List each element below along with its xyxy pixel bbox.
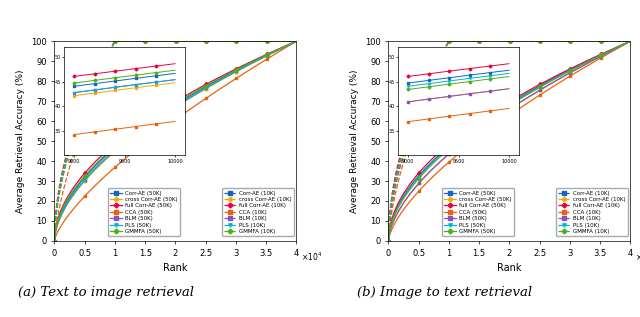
- Y-axis label: Average Retrieval Accuracy (%): Average Retrieval Accuracy (%): [17, 69, 26, 213]
- Legend: Corr-AE (10K), cross Corr-AE (10K), full Corr-AE (10K), CCA (10K), BLM (10K), PL: Corr-AE (10K), cross Corr-AE (10K), full…: [221, 188, 294, 236]
- Text: $\times10^4$: $\times10^4$: [636, 251, 640, 263]
- Text: $\times10^4$: $\times10^4$: [301, 251, 323, 263]
- X-axis label: Rank: Rank: [497, 263, 522, 273]
- X-axis label: Rank: Rank: [163, 263, 188, 273]
- Text: (b) Image to text retrieval: (b) Image to text retrieval: [357, 286, 532, 299]
- Y-axis label: Average Retrieval Accuracy (%): Average Retrieval Accuracy (%): [351, 69, 360, 213]
- Text: (a) Text to image retrieval: (a) Text to image retrieval: [18, 286, 194, 299]
- Legend: Corr-AE (10K), cross Corr-AE (10K), full Corr-AE (10K), CCA (10K), BLM (10K), PL: Corr-AE (10K), cross Corr-AE (10K), full…: [556, 188, 628, 236]
